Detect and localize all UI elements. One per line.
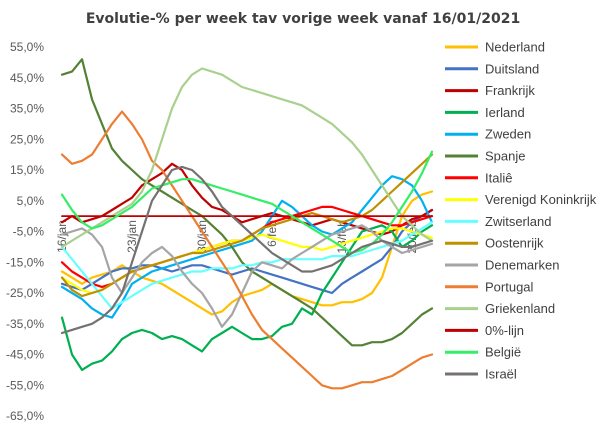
y-tick-label: -35,0% xyxy=(6,317,44,331)
legend-label-zweden: Zweden xyxy=(485,127,531,142)
series-lines xyxy=(60,58,434,390)
legend-label-griekenland: Griekenland xyxy=(485,301,555,316)
x-tick-label: 23/jan xyxy=(125,220,139,253)
legend-label-belgi: België xyxy=(485,345,521,360)
y-tick-label: 35,0% xyxy=(10,102,44,116)
chart-title: Evolutie-% per week tav vorige week vana… xyxy=(86,11,520,27)
y-tick-label: -55,0% xyxy=(6,378,44,392)
legend: Nederland Duitsland Frankrijk Ierland Zweden… xyxy=(445,40,597,382)
legend-label-frankrijk: Frankrijk xyxy=(485,83,535,98)
series-line-duitsland xyxy=(60,208,434,295)
legend-label-verenigd-koninkrijk: Verenigd Koninkrijk xyxy=(485,192,597,207)
legend-label-duitsland: Duitsland xyxy=(485,61,539,76)
series-line-nederland xyxy=(60,190,434,316)
y-tick-label: 55,0% xyxy=(10,40,44,54)
legend-label-denemarken: Denemarken xyxy=(485,258,559,273)
legend-label-0-lijn: 0%-lijn xyxy=(485,323,524,338)
legend-label-itali: Italiê xyxy=(485,170,512,185)
series-line-isra-l xyxy=(60,165,434,335)
y-tick-label: -15,0% xyxy=(6,255,44,269)
series-line-oostenrijk xyxy=(60,153,434,298)
series-line-portugal xyxy=(60,110,434,390)
y-tick-label: 5,0% xyxy=(17,194,45,208)
y-tick-label: -5,0% xyxy=(13,225,45,239)
legend-label-isra-l: Israël xyxy=(485,367,517,382)
series-line-spanje xyxy=(60,58,434,347)
legend-label-ierland: Ierland xyxy=(485,105,525,120)
series-line-zwitserland xyxy=(60,221,434,310)
legend-label-nederland: Nederland xyxy=(485,40,545,55)
y-tick-label: -45,0% xyxy=(6,348,44,362)
y-tick-label: -25,0% xyxy=(6,286,44,300)
legend-label-zwitserland: Zwitserland xyxy=(485,214,551,229)
series-line-griekenland xyxy=(60,67,434,248)
y-tick-label: 45,0% xyxy=(10,71,44,85)
legend-label-portugal: Portugal xyxy=(485,279,534,294)
series-line-zweden xyxy=(60,175,434,319)
y-tick-label: 25,0% xyxy=(10,132,44,146)
y-tick-label: -65,0% xyxy=(6,409,44,423)
series-line-ierland xyxy=(60,224,434,371)
y-axis-ticks: 55,0% 45,0% 35,0% 25,0% 15,0% 5,0% -5,0% -15,0%… xyxy=(6,40,44,423)
y-tick-label: 15,0% xyxy=(10,163,44,177)
legend-label-spanje: Spanje xyxy=(485,149,525,164)
legend-label-oostenrijk: Oostenrijk xyxy=(485,236,544,251)
